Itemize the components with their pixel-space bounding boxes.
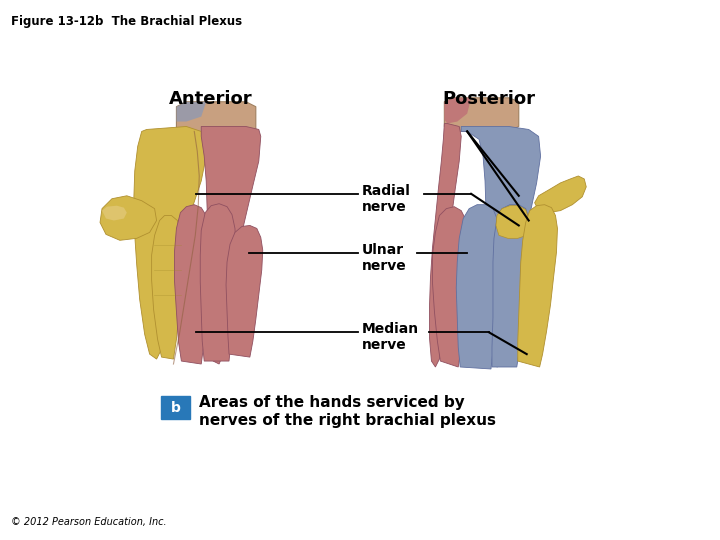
Text: nerves of the right brachial plexus: nerves of the right brachial plexus <box>199 413 496 428</box>
Polygon shape <box>496 206 531 238</box>
Polygon shape <box>535 176 586 213</box>
Text: Median
nerve: Median nerve <box>362 322 419 353</box>
Text: Ulnar
nerve: Ulnar nerve <box>362 243 407 273</box>
Polygon shape <box>176 102 206 122</box>
Text: Radial
nerve: Radial nerve <box>362 184 411 214</box>
Polygon shape <box>100 196 156 240</box>
Polygon shape <box>200 204 236 361</box>
Polygon shape <box>174 205 210 364</box>
Polygon shape <box>102 206 127 220</box>
Polygon shape <box>444 98 471 124</box>
Polygon shape <box>456 205 499 369</box>
Polygon shape <box>176 102 256 137</box>
Polygon shape <box>134 126 206 359</box>
Polygon shape <box>462 126 541 367</box>
Text: Figure 13-12b  The Brachial Plexus: Figure 13-12b The Brachial Plexus <box>11 15 242 28</box>
Text: b: b <box>171 401 181 415</box>
Polygon shape <box>429 124 462 367</box>
Text: © 2012 Pearson Education, Inc.: © 2012 Pearson Education, Inc. <box>11 517 166 528</box>
Text: Anterior: Anterior <box>169 90 253 108</box>
Polygon shape <box>433 207 469 367</box>
Text: Areas of the hands serviced by: Areas of the hands serviced by <box>199 395 465 410</box>
Polygon shape <box>201 126 261 364</box>
Polygon shape <box>518 205 557 367</box>
Polygon shape <box>444 98 519 131</box>
Polygon shape <box>226 226 263 357</box>
Polygon shape <box>492 205 531 367</box>
FancyBboxPatch shape <box>161 396 190 420</box>
Text: Posterior: Posterior <box>443 90 536 108</box>
Polygon shape <box>152 215 182 359</box>
